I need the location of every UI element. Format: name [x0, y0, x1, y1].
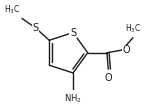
- Text: S: S: [33, 23, 39, 33]
- Text: S: S: [70, 28, 76, 38]
- Text: H$_3$C: H$_3$C: [125, 22, 141, 35]
- Text: NH$_2$: NH$_2$: [64, 92, 82, 105]
- Text: O: O: [123, 45, 130, 55]
- Text: H$_3$C: H$_3$C: [4, 3, 21, 16]
- Text: O: O: [104, 73, 112, 83]
